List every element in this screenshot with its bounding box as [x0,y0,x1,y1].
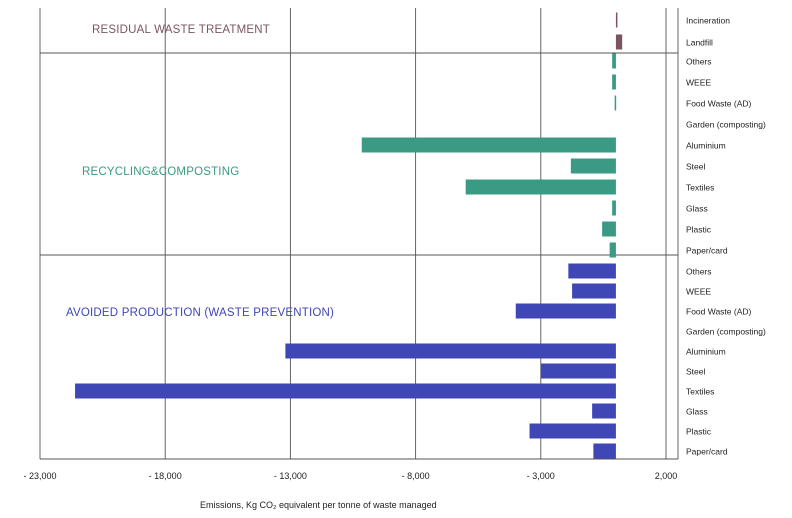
category-label: Textiles [686,387,714,397]
bar-1-8 [602,221,616,237]
x-tick-label: - 18,000 [149,471,182,481]
x-tick-label: - 8,000 [402,471,430,481]
bar-2-5 [540,363,616,379]
category-label: Steel [686,162,705,172]
category-label: Garden (composting) [686,120,766,130]
category-label: Aluminium [686,347,726,357]
category-label: Others [686,267,712,277]
bar-1-1 [612,74,616,90]
category-label: Plastic [686,427,712,437]
bar-1-5 [570,158,616,174]
bar-1-9 [609,242,616,258]
bar-2-9 [593,443,616,459]
bar-2-2 [515,303,616,319]
bar-2-6 [75,383,616,399]
category-label: Plastic [686,225,712,235]
bar-1-0 [612,53,616,69]
category-label: Paper/card [686,246,728,256]
bar-1-6 [465,179,616,195]
x-tick-label: 2,000 [655,471,678,481]
category-label: Food Waste (AD) [686,307,752,317]
x-axis-label: Emissions, Kg CO₂ equivalent per tonne o… [200,500,437,510]
bar-0-0 [615,12,618,28]
category-label: WEEE [686,287,711,297]
bar-2-7 [592,403,616,419]
section-label-avoided: AVOIDED PRODUCTION (WASTE PREVENTION) [66,307,335,319]
category-label: Food Waste (AD) [686,99,752,109]
category-label: Glass [686,204,708,214]
category-label: Textiles [686,183,714,193]
bar-1-7 [612,200,616,216]
category-label: WEEE [686,78,711,88]
category-label: Paper/card [686,447,728,457]
x-tick-label: - 23,000 [23,471,56,481]
section-label-residual: RESIDUAL WASTE TREATMENT [92,24,270,36]
category-label: Steel [686,367,705,377]
category-label: Others [686,57,712,67]
category-label: Incineration [686,16,730,26]
bar-2-1 [572,283,616,299]
category-label: Glass [686,407,708,417]
x-tick-label: - 13,000 [274,471,307,481]
bar-2-8 [529,423,616,439]
bar-0-1 [615,34,623,50]
category-label: Aluminium [686,141,726,151]
bar-2-4 [285,343,616,359]
category-label: Garden (composting) [686,327,766,337]
bar-2-0 [568,263,616,279]
x-tick-label: - 3,000 [527,471,555,481]
bar-1-4 [361,137,616,153]
section-label-recycling: RECYCLING&COMPOSTING [82,166,240,178]
bar-1-2 [614,95,617,111]
category-label: Landfill [686,38,713,48]
